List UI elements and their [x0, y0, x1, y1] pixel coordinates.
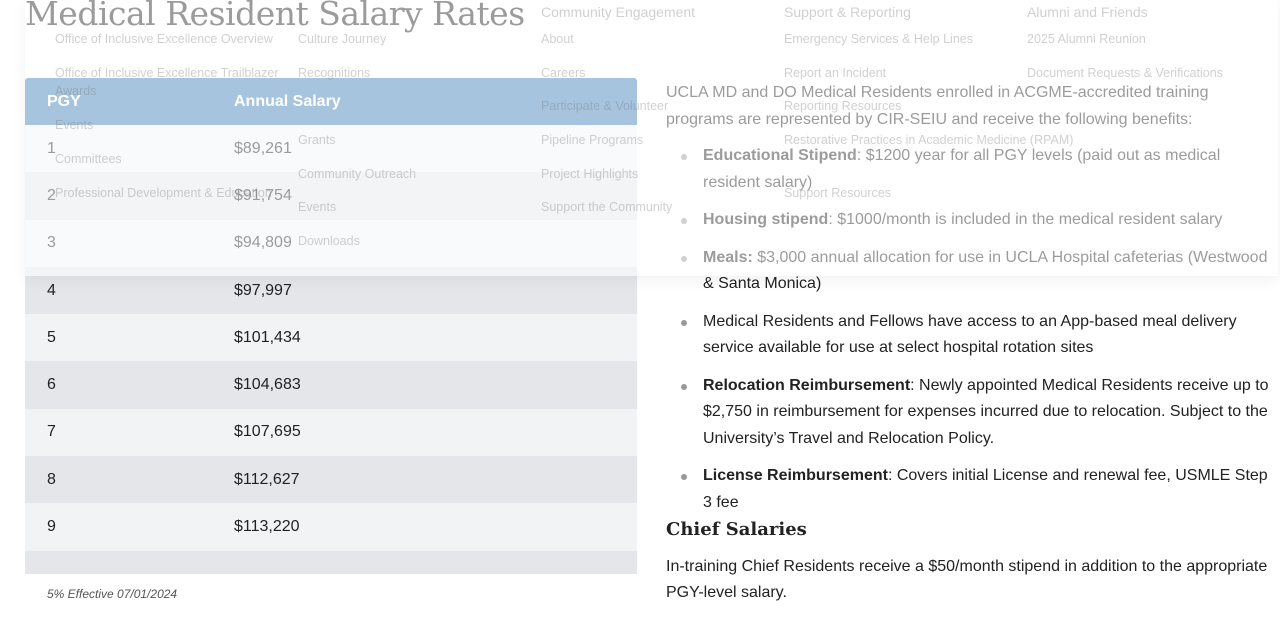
benefits-section: UCLA MD and DO Medical Residents enrolle…	[666, 80, 1276, 617]
pgy-cell: 4	[47, 281, 56, 299]
table-row: 3 $94,809	[25, 219, 637, 267]
salary-cell: $97,997	[234, 281, 292, 299]
benefit-text: : $1000/month is included in the medical…	[828, 211, 1223, 228]
menu-link[interactable]: Community Engagement	[541, 4, 696, 20]
benefit-item: Educational Stipend: $1200 year for all …	[681, 143, 1276, 196]
menu-link[interactable]: Emergency Services & Help Lines	[784, 32, 973, 46]
chief-title: Chief Salaries	[666, 519, 807, 540]
benefit-label: Housing stipend	[703, 211, 829, 228]
benefits-list: Educational Stipend: $1200 year for all …	[666, 143, 1276, 516]
salary-cell: $113,220	[234, 518, 300, 536]
table-row: 1 $89,261	[25, 125, 637, 173]
benefit-item: Housing stipend: $1000/month is included…	[681, 207, 1276, 234]
benefit-label: Educational Stipend	[703, 147, 857, 164]
benefit-text: $3,000 annual allocation for use in UCLA…	[703, 248, 1268, 293]
menu-link[interactable]: Document Requests & Verifications	[1027, 66, 1223, 80]
table-row: 6 $104,683	[25, 361, 637, 409]
pgy-cell: 9	[47, 518, 56, 536]
table-note: 5% Effective 07/01/2024	[47, 587, 178, 601]
salary-cell: $107,695	[234, 423, 301, 441]
benefit-label: Relocation Reimbursement	[703, 376, 911, 394]
table-row: 2 $91,754	[25, 172, 637, 220]
menu-link[interactable]: About	[541, 32, 574, 46]
menu-link[interactable]: Support & Reporting	[784, 4, 911, 20]
salary-cell: $112,627	[234, 470, 300, 488]
table-header: PGY Annual Salary	[25, 78, 637, 125]
benefit-text: : Covers initial License and renewal fee…	[703, 467, 1268, 511]
benefit-text: Medical Residents and Fellows have acces…	[703, 312, 1237, 357]
pgy-cell: 2	[47, 186, 56, 204]
pgy-cell: 8	[47, 470, 56, 488]
table-footer-row	[25, 550, 637, 574]
salary-cell: $104,683	[234, 376, 301, 394]
benefit-label: Meals:	[703, 248, 753, 266]
table-row: 9 $113,220	[25, 503, 637, 551]
salary-cell: $94,809	[234, 234, 292, 252]
chief-text: In-training Chief Residents receive a $5…	[666, 557, 1268, 602]
header-salary: Annual Salary	[234, 92, 341, 110]
menu-link[interactable]: 2025 Alumni Reunion	[1027, 32, 1146, 46]
benefit-text: : Newly appointed Medical Residents rece…	[703, 376, 1269, 447]
page-title: Medical Resident Salary Rates	[25, 0, 525, 33]
benefit-label: License Reimbursement	[703, 467, 888, 484]
table-row: 4 $97,997	[25, 266, 637, 315]
menu-link[interactable]: Report an Incident	[784, 66, 887, 80]
benefit-item: Medical Residents and Fellows have acces…	[681, 309, 1276, 362]
benefit-item: Meals: $3,000 annual allocation for use …	[681, 245, 1276, 298]
pgy-cell: 3	[47, 234, 56, 252]
salary-table: PGY Annual Salary 1 $89,261 2 $91,754 3 $94,8…	[25, 78, 637, 574]
menu-link[interactable]: Office of Inclusive Excellence Overview	[55, 32, 273, 46]
pgy-cell: 7	[47, 423, 56, 441]
pgy-cell: 6	[47, 376, 56, 394]
pgy-cell: 5	[47, 328, 56, 346]
menu-link[interactable]: Culture Journey	[298, 32, 387, 46]
header-pgy: PGY	[47, 92, 81, 110]
salary-cell: $91,754	[234, 186, 292, 204]
salary-cell: $89,261	[234, 139, 292, 157]
menu-link[interactable]: Alumni and Friends	[1027, 4, 1148, 20]
table-row: 8 $112,627	[25, 456, 637, 504]
salary-cell: $101,434	[234, 328, 301, 346]
benefit-item: License Reimbursement: Covers initial Li…	[681, 463, 1276, 516]
pgy-cell: 1	[47, 139, 56, 157]
benefit-item: Relocation Reimbursement: Newly appointe…	[681, 373, 1276, 453]
table-row: 7 $107,695	[25, 408, 637, 457]
intro-text: UCLA MD and DO Medical Residents enrolle…	[666, 84, 1209, 128]
table-row: 5 $101,434	[25, 314, 637, 362]
